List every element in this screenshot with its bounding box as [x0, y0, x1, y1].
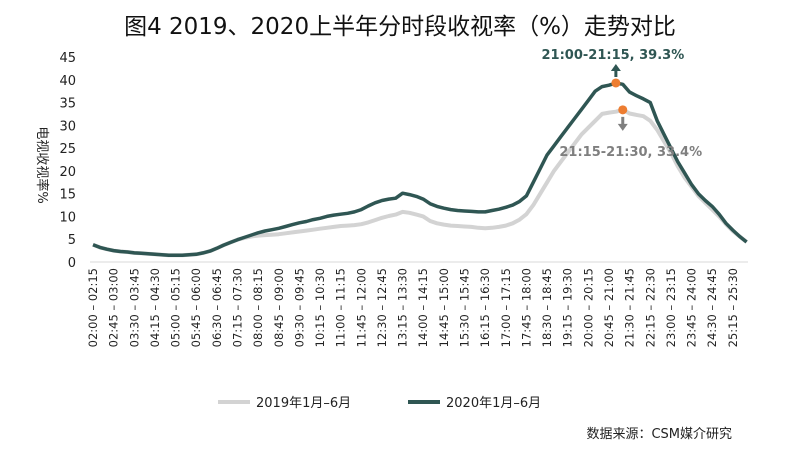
x-tick-label: 09:30 – 09:45: [292, 268, 306, 347]
x-tick-label: 02:00 – 02:15: [86, 268, 100, 347]
x-tick-label: 05:45 – 06:00: [189, 268, 203, 347]
x-tick-label: 12:30 – 12:45: [375, 268, 389, 347]
source-note: 数据来源：CSM媒介研究: [586, 427, 732, 442]
y-axis-label: 电视收视率%: [34, 126, 50, 203]
x-tick-label: 20:45 – 21:00: [602, 268, 616, 347]
arrow-down-icon: [617, 116, 628, 131]
arrow-up-icon: [610, 63, 621, 77]
x-tick-label: 08:45 – 09:00: [272, 268, 286, 347]
x-tick-label: 17:45 – 18:00: [519, 268, 533, 347]
x-tick-label: 16:15 – 16:30: [478, 268, 492, 347]
x-tick-label: 13:15 – 13:30: [396, 268, 410, 347]
x-tick-label: 14:45 – 15:00: [437, 268, 451, 347]
annotation-2020-peak: 21:00-21:15, 39.3%: [542, 48, 685, 63]
x-tick-label: 15:30 – 15:45: [458, 268, 472, 347]
y-tick-label: 30: [59, 119, 76, 134]
x-tick-label: 22:15 – 22:30: [643, 268, 657, 347]
x-tick-label: 18:30 – 18:45: [540, 268, 554, 347]
x-tick-label: 06:30 – 06:45: [210, 268, 224, 347]
annotation-2019-peak: 21:15-21:30, 33.4%: [559, 145, 702, 160]
x-tick-label: 11:00 – 11:15: [334, 268, 348, 347]
x-tick-label: 08:00 – 08:15: [251, 268, 265, 347]
y-tick-label: 5: [68, 233, 76, 248]
x-tick-label: 07:15 – 07:30: [230, 268, 244, 347]
x-tick-label: 14:00 – 14:15: [416, 268, 430, 347]
x-tick-label: 05:00 – 05:15: [169, 268, 183, 347]
x-tick-label: 20:00 – 20:15: [581, 268, 595, 347]
series-line-2020: [92, 81, 748, 257]
x-tick-label: 19:15 – 19:30: [561, 268, 575, 347]
y-tick-label: 15: [59, 188, 76, 203]
x-tick-label: 03:30 – 03:45: [127, 268, 141, 347]
x-tick-label: 11:45 – 12:00: [354, 268, 368, 347]
chart-title: 图4 2019、2020上半年分时段收视率（%）走势对比: [124, 14, 676, 40]
legend-label-2020: 2020年1月–6月: [446, 396, 541, 411]
x-tick-label: 02:45 – 03:00: [107, 268, 121, 347]
y-tick-label: 20: [59, 165, 76, 180]
x-tick-label: 17:00 – 17:15: [499, 268, 513, 347]
series-line-2019: [92, 107, 748, 258]
x-tick-label: 24:30 – 24:45: [705, 268, 719, 347]
y-tick-label: 35: [59, 97, 76, 112]
legend: 2019年1月–6月 2020年1月–6月: [218, 396, 541, 411]
peak-marker: [618, 105, 628, 115]
y-tick-label: 25: [59, 142, 76, 157]
x-tick-label: 21:30 – 21:45: [623, 268, 637, 347]
y-tick-label: 40: [59, 74, 76, 89]
x-tick-label: 04:15 – 04:30: [148, 268, 162, 347]
y-tick-label: 45: [59, 51, 76, 66]
x-tick-label: 23:45 – 24:00: [685, 268, 699, 347]
y-tick-label: 10: [59, 210, 76, 225]
y-tick-label: 0: [68, 256, 76, 271]
peak-marker: [611, 78, 621, 88]
x-tick-label: 25:15 – 25:30: [726, 268, 740, 347]
x-tick-label: 23:00 – 23:15: [664, 268, 678, 347]
legend-label-2019: 2019年1月–6月: [256, 396, 351, 411]
x-tick-label: 10:15 – 10:30: [313, 268, 327, 347]
